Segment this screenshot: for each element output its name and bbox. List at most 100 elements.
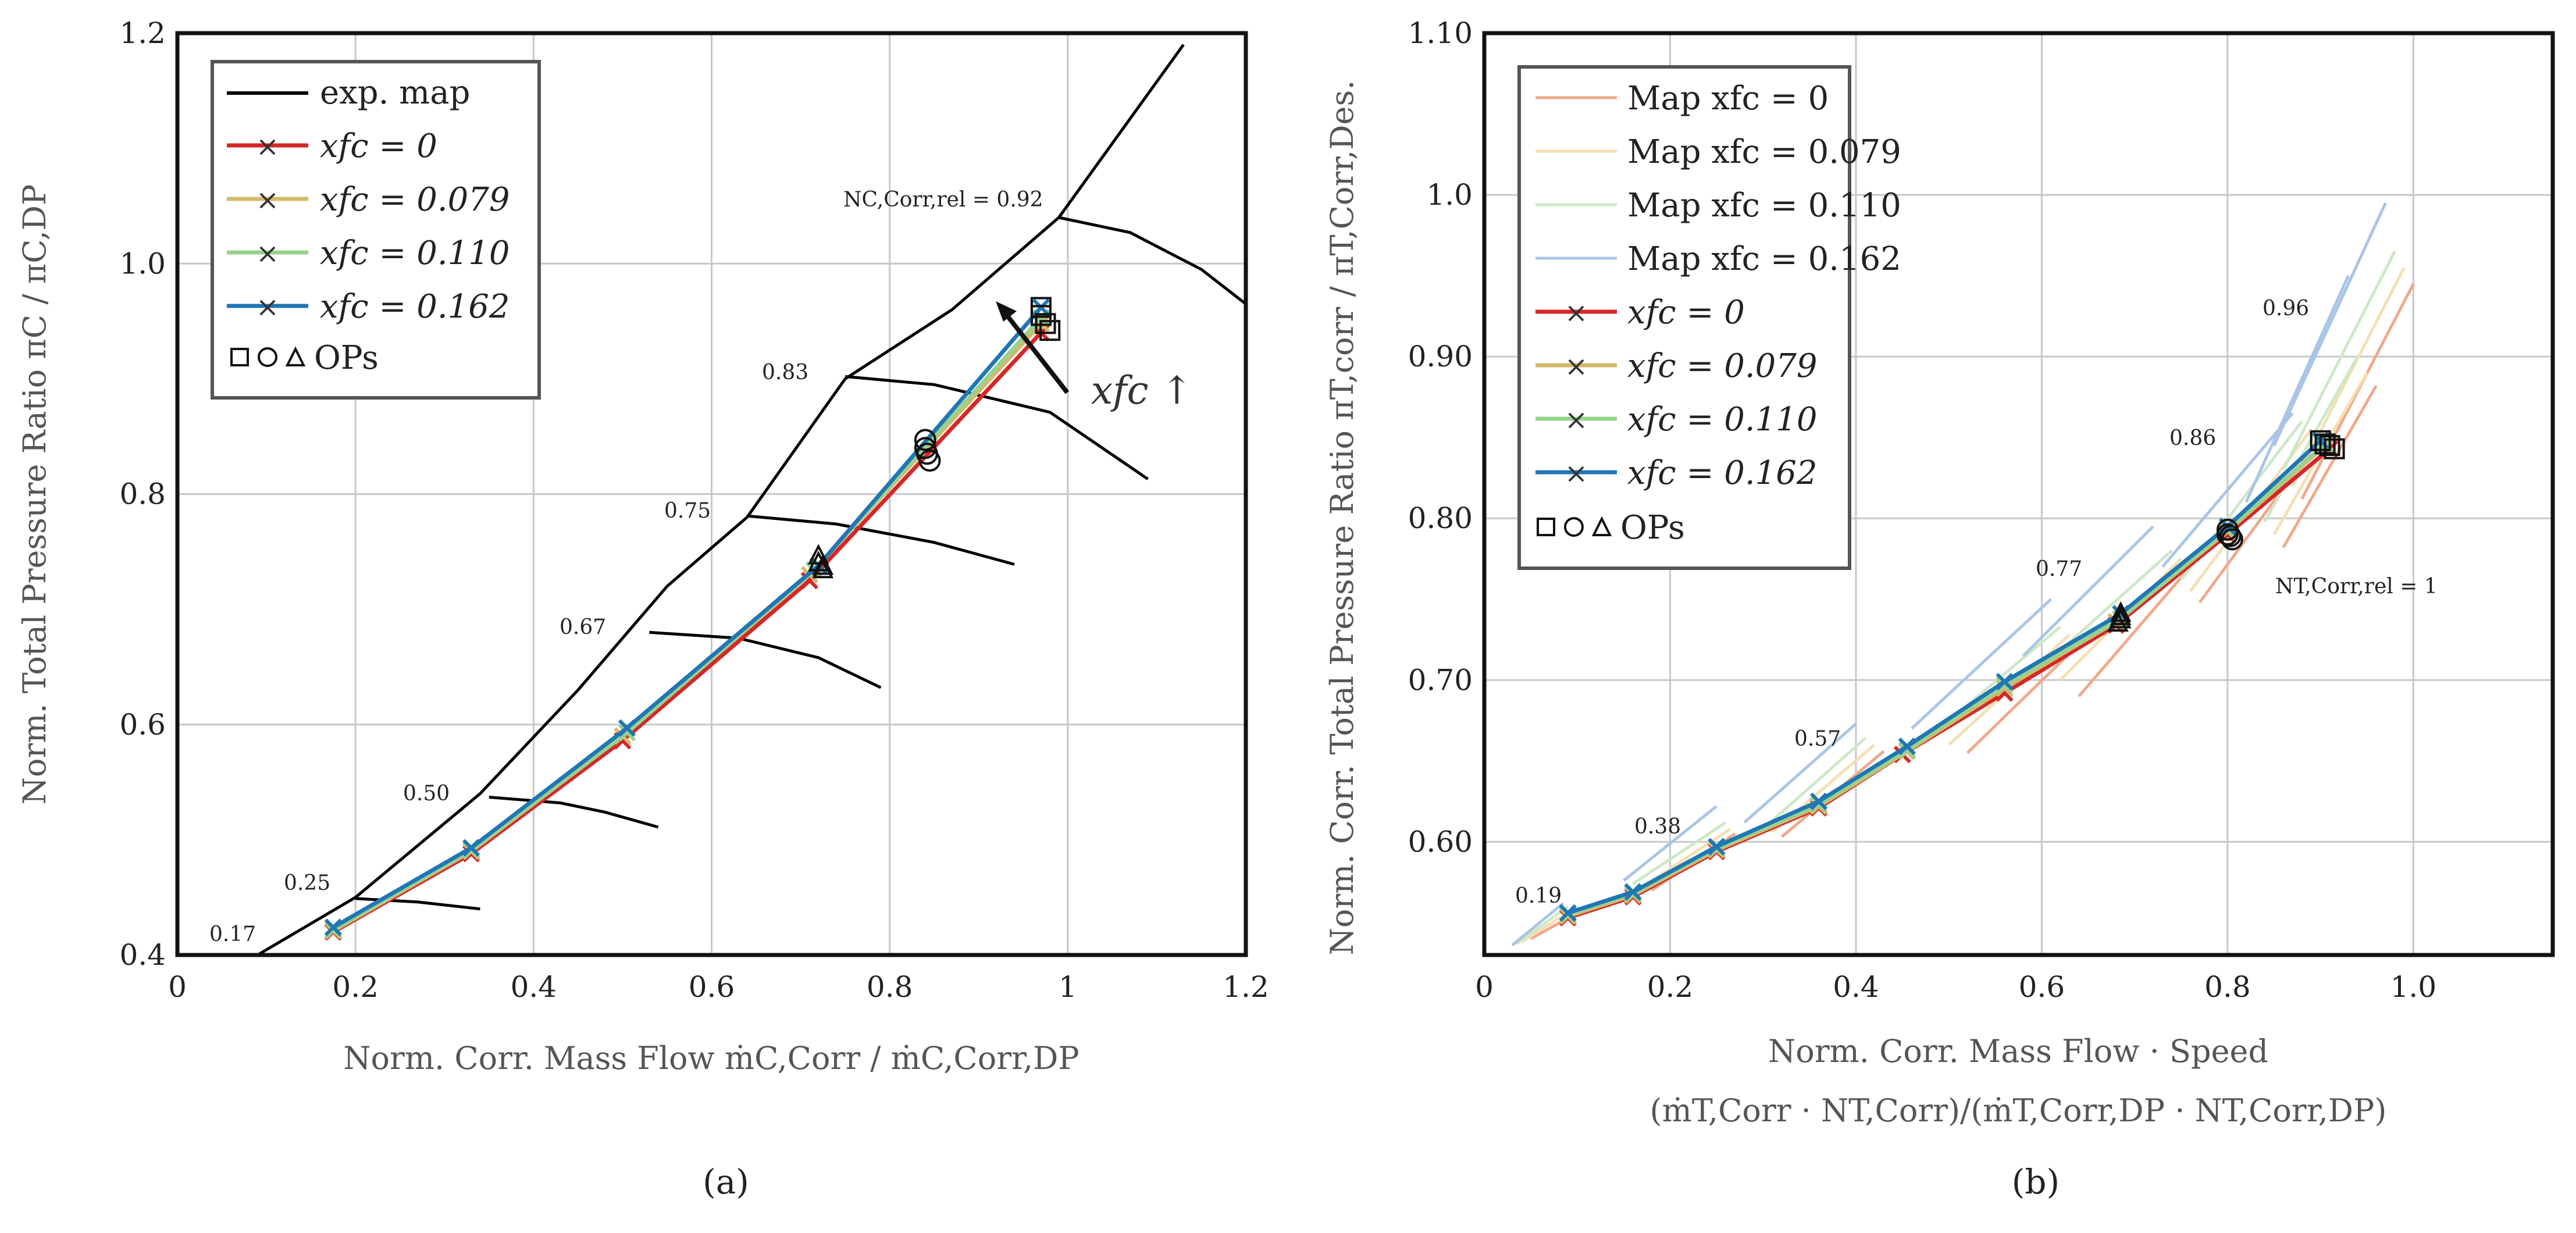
- legend-b-item-0: Map xfc = 0: [1627, 80, 1829, 117]
- map-line: [1632, 821, 1727, 885]
- series-marker: [1708, 838, 1726, 856]
- speed-label-b-077: 0.77: [2036, 557, 2082, 581]
- map-line: [2022, 525, 2154, 657]
- y-tick-label: 0.60: [1408, 825, 1473, 858]
- legend-b-item-6: xfc = 0.110: [1627, 401, 1818, 439]
- y-tick-label: 1.10: [1408, 16, 1473, 50]
- speed-label-083: 0.83: [762, 361, 808, 384]
- panel-a: 0 0.2 0.4 0.6 0.8 1 1.2 0.4 0.6 0.8 1.0 1.2 0.17 0.…: [16, 16, 1269, 1202]
- series-marker: [1624, 883, 1642, 901]
- legend-b-item-1: Map xfc = 0.079: [1627, 133, 1901, 171]
- map-line: [2161, 412, 2294, 568]
- series-marker: [1996, 672, 2014, 691]
- op-circle: [914, 429, 936, 451]
- y-tick-label: 0.90: [1408, 340, 1473, 373]
- svg-text:×: ×: [256, 237, 279, 270]
- y-tick-label: 0.8: [119, 477, 166, 511]
- xfc-arrow-annotation: xfc ↑: [996, 301, 1193, 413]
- legend-a-item-2: xfc = 0.079: [320, 181, 510, 219]
- series-marker: [324, 918, 343, 936]
- series-marker: [1559, 904, 1577, 922]
- map-line: [2078, 565, 2192, 697]
- speed-label-017: 0.17: [209, 922, 256, 946]
- svg-text:×: ×: [256, 184, 279, 216]
- speed-line: [649, 630, 882, 689]
- legend-b-item-4: xfc = 0: [1627, 294, 1745, 332]
- x-tick-label: 0.4: [1833, 970, 1879, 1004]
- panel-b-xlabel: Norm. Corr. Mass Flow · Speed: [1768, 1033, 2268, 1070]
- speed-labels-a: 0.17 0.25 0.50 0.67 0.75 0.83 NC,Corr,re…: [209, 188, 1043, 946]
- legend-b-item-5: xfc = 0.079: [1627, 347, 1818, 385]
- legend-b-item-7: xfc = 0.162: [1627, 454, 1818, 492]
- speed-label-b-086: 0.86: [2169, 426, 2216, 450]
- x-tick-label: 0.2: [332, 970, 379, 1004]
- panel-b: 0 0.2 0.4 0.6 0.8 1.00.600.700.800.901.01.10 …: [1324, 16, 2555, 1202]
- ticks-b: 0 0.2 0.4 0.6 0.8 1.0 0.60 0.70 0.80 0.90 1.0 1.10: [1408, 16, 2436, 1004]
- op-circle: [2219, 525, 2242, 547]
- speed-label-092: NC,Corr,rel = 0.92: [843, 188, 1043, 212]
- plot-area-b: [1511, 202, 2415, 947]
- map-line: [2244, 275, 2350, 503]
- x-tick-label: 0.8: [2204, 970, 2251, 1004]
- map-line: [1911, 598, 2053, 730]
- map-line: [1516, 905, 1569, 945]
- x-tick-label: 0.8: [867, 970, 913, 1004]
- map-line: [2272, 202, 2387, 447]
- y-tick-label: 0.70: [1408, 663, 1473, 697]
- op-triangle: [2107, 611, 2129, 632]
- speed-label-025: 0.25: [284, 871, 330, 895]
- legend-a-item-3: xfc = 0.110: [320, 234, 510, 272]
- op-circle: [2216, 523, 2239, 546]
- legend-a-item-4: xfc = 0.162: [320, 288, 510, 326]
- map-line: [1511, 902, 1565, 947]
- panel-a-xlabel: Norm. Corr. Mass Flow ṁC,Corr / ṁC,Corr,…: [343, 1040, 1079, 1077]
- speed-label-050: 0.50: [403, 782, 450, 806]
- speed-label-b-096: 0.96: [2263, 297, 2309, 320]
- speed-label-067: 0.67: [560, 615, 606, 639]
- op-triangle: [812, 554, 834, 575]
- x-tick-label: 0.6: [2019, 970, 2065, 1004]
- y-tick-label: 1.2: [119, 16, 166, 50]
- series-marker: [1032, 298, 1050, 316]
- legend-b-item-3: Map xfc = 0.162: [1627, 240, 1901, 278]
- op-circle: [918, 450, 941, 472]
- op-square: [1035, 313, 1056, 334]
- x-tick-label: 1.0: [2390, 970, 2437, 1004]
- x-tick-label: 1: [1059, 970, 1077, 1004]
- y-tick-label: 0.4: [119, 938, 166, 972]
- series-marker: [1809, 792, 1828, 810]
- speed-label-b-019: 0.19: [1515, 884, 1562, 908]
- series-marker: [462, 839, 480, 857]
- op-triangle: [812, 557, 834, 579]
- speed-label-b-1: NT,Corr,rel = 1: [2275, 575, 2438, 598]
- svg-text:×: ×: [1565, 297, 1588, 329]
- y-tick-label: 1.0: [119, 247, 166, 280]
- map-line: [2282, 251, 2396, 471]
- panel-b-label: (b): [2012, 1162, 2060, 1202]
- x-tick-label: 0: [1475, 970, 1494, 1004]
- map-line: [2282, 384, 2378, 548]
- speed-line: [355, 897, 480, 911]
- speed-labels-b: 0.19 0.38 0.57 0.77 0.86 0.96 NT,Corr,re…: [1515, 297, 2438, 908]
- op-circle: [2221, 528, 2243, 551]
- legend-b-item-8: OPs: [1620, 509, 1685, 547]
- svg-text:×: ×: [256, 291, 279, 323]
- panel-b-xlabel-line2: (ṁT,Corr · NT,Corr)/(ṁT,Corr,DP · NT,Cor…: [1650, 1092, 2387, 1129]
- xfc-arrow-label: xfc ↑: [1091, 368, 1193, 413]
- series-marker: [1898, 737, 1916, 756]
- x-tick-label: 1.2: [1223, 970, 1269, 1004]
- y-tick-label: 0.6: [119, 708, 166, 742]
- speed-line: [1058, 216, 1246, 305]
- speed-line: [489, 796, 659, 829]
- speed-label-b-038: 0.38: [1634, 815, 1681, 839]
- series-marker: [618, 724, 636, 742]
- svg-text:×: ×: [1565, 350, 1588, 383]
- legend-a-item-0: exp. map: [320, 74, 471, 112]
- legend-a-item-1: xfc = 0: [320, 127, 437, 165]
- surge-line: [256, 44, 1185, 955]
- op-square: [2319, 435, 2340, 457]
- panel-b-ylabel: Norm. Corr. Total Pressure Ratio πT,corr…: [1324, 80, 1360, 956]
- svg-text:×: ×: [1565, 457, 1588, 490]
- speed-line: [747, 514, 1015, 566]
